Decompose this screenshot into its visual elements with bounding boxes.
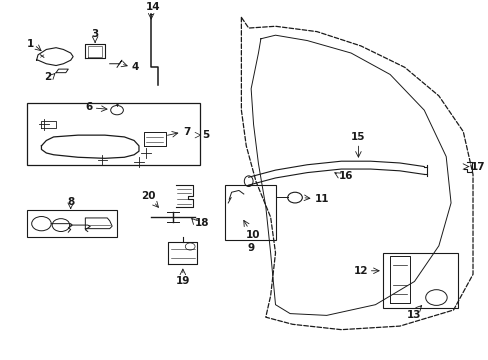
Bar (27, 210, 117, 237)
Bar (27, 103, 200, 166)
Text: 2: 2 (44, 72, 51, 82)
Text: 16: 16 (338, 171, 353, 181)
Text: 13: 13 (407, 310, 421, 320)
Text: 20: 20 (141, 191, 156, 201)
Text: 19: 19 (175, 276, 190, 286)
Text: 6: 6 (85, 102, 92, 112)
Text: 9: 9 (247, 243, 254, 253)
Text: 11: 11 (314, 194, 328, 204)
Bar (225, 185, 276, 240)
Text: 4: 4 (131, 62, 139, 72)
Text: 7: 7 (183, 127, 190, 136)
Text: 1: 1 (26, 39, 34, 49)
Text: 15: 15 (350, 132, 365, 142)
Text: 14: 14 (146, 2, 161, 12)
Text: 12: 12 (353, 266, 367, 276)
Text: 8: 8 (67, 197, 74, 207)
Text: 3: 3 (91, 29, 99, 39)
Text: 17: 17 (469, 162, 484, 172)
Text: 5: 5 (202, 130, 209, 140)
Text: 18: 18 (195, 217, 209, 228)
Text: 10: 10 (245, 230, 259, 240)
Bar (382, 253, 457, 308)
